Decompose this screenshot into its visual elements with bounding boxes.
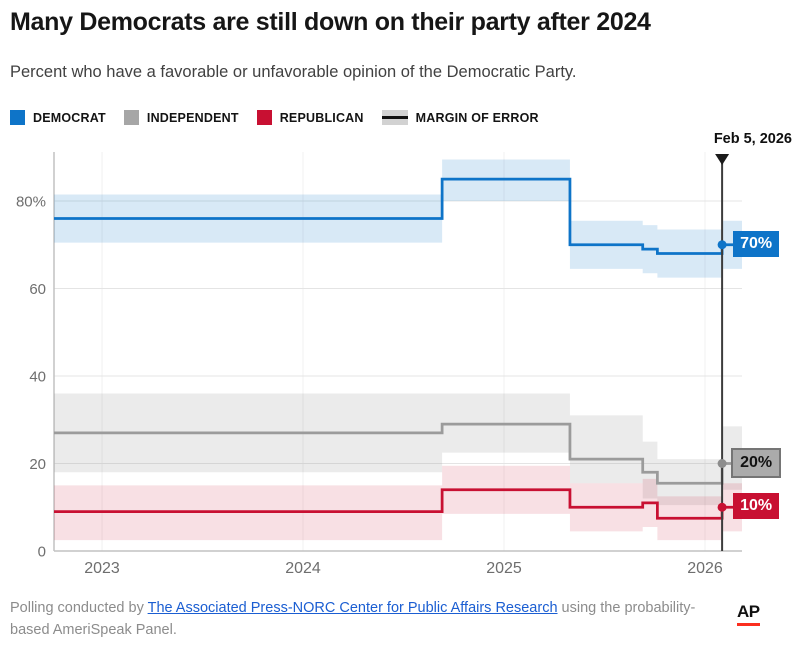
margin-of-error-swatch	[381, 110, 408, 125]
end-label-democrat: 70%	[733, 230, 780, 257]
democrat-end-dot	[717, 240, 727, 250]
credit-text-before-link: Polling conducted by	[10, 600, 148, 616]
marker-date-label: Feb 5, 2026	[713, 131, 792, 147]
x-tick-label: 2024	[285, 560, 321, 577]
x-tick-label: 2026	[687, 560, 723, 577]
footer-credit: Polling conducted by The Associated Pres…	[10, 598, 710, 642]
credit-text-line2: based AmeriSpeak Panel.	[10, 621, 177, 638]
legend-label-republican: REPUBLICAN	[279, 110, 364, 125]
legend-item-margin-of-error: MARGIN OF ERROR	[381, 110, 539, 125]
end-label-republican: 10%	[733, 493, 780, 520]
x-tick-label: 2025	[486, 560, 522, 577]
legend-item-independent: INDEPENDENT	[123, 110, 239, 125]
chart-subtitle: Percent who have a favorable or unfavora…	[10, 63, 577, 81]
republican-swatch	[256, 110, 272, 125]
republican-end-dot	[717, 502, 727, 512]
independent-swatch	[123, 110, 139, 125]
end-label-independent: 20%	[731, 447, 782, 478]
y-tick-label: 40	[29, 369, 46, 386]
y-tick-label: 20	[29, 456, 46, 473]
legend-item-republican: REPUBLICAN	[256, 110, 364, 125]
footer: Polling conducted by The Associated Pres…	[10, 598, 791, 642]
y-tick-label: 0	[38, 544, 46, 561]
republican-moe-band	[54, 465, 742, 541]
democrat-swatch	[10, 110, 25, 125]
legend-label-margin-of-error: MARGIN OF ERROR	[415, 110, 539, 125]
independent-moe-band	[54, 393, 742, 506]
chart-title: Many Democrats are still down on their p…	[10, 8, 651, 36]
ap-norc-link[interactable]: The Associated Press-NORC Center for Pub…	[147, 600, 558, 616]
ap-logo[interactable]: AP	[737, 602, 760, 626]
independent-end-dot	[717, 459, 727, 468]
x-tick-label: 2023	[84, 560, 120, 577]
legend-item-democrat: DEMOCRAT	[10, 110, 106, 125]
y-tick-label: 60	[29, 281, 46, 298]
legend-label-independent: INDEPENDENT	[146, 110, 239, 125]
credit-text-after-link: using the probability-	[557, 600, 696, 616]
ap-logo-text: AP	[737, 602, 760, 621]
date-marker-arrow-icon	[715, 154, 730, 165]
legend-label-democrat: DEMOCRAT	[33, 110, 106, 125]
y-tick-label: 80%	[16, 194, 46, 211]
margin-of-error-line-icon	[381, 116, 408, 119]
ap-logo-underline	[737, 623, 760, 626]
legend: DEMOCRAT INDEPENDENT REPUBLICAN MARGIN O…	[10, 110, 557, 125]
